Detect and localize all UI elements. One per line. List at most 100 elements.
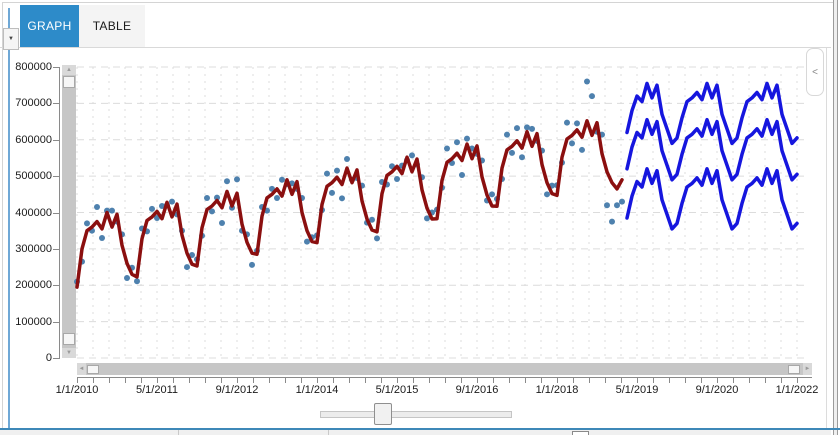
y-tick-label: 700000: [15, 97, 52, 110]
tab-graph-label: GRAPH: [27, 19, 72, 33]
data-point: [149, 205, 155, 212]
x-tick-label: 5/1/2019: [615, 384, 659, 396]
scroll-up-icon[interactable]: ▲: [62, 65, 76, 75]
data-point: [614, 202, 620, 209]
data-point: [274, 194, 280, 201]
y-tick-mark: [53, 139, 59, 141]
data-point: [304, 238, 310, 245]
plot-svg[interactable]: [74, 60, 807, 360]
scroll-right-icon[interactable]: ►: [803, 363, 812, 375]
y-tick-label: 300000: [15, 242, 52, 255]
y-scroll-thumb-bottom[interactable]: [63, 333, 75, 345]
y-tick-mark: [53, 248, 59, 250]
forecast-upper: [625, 81, 799, 146]
x-axis-line: [77, 377, 812, 378]
y-tick-mark: [53, 285, 59, 287]
top-border: [2, 2, 838, 3]
y-tick-mark: [53, 358, 59, 359]
data-point: [369, 216, 375, 223]
x-tick-label: 1/1/2018: [535, 384, 579, 396]
data-point: [444, 145, 450, 152]
y-tick-label: 500000: [15, 170, 52, 183]
data-point: [409, 152, 415, 159]
data-point: [524, 124, 530, 131]
checkbox-partial[interactable]: [572, 431, 589, 435]
left-accent-bar: [8, 8, 10, 429]
x-range-scrollbar[interactable]: ◄ ►: [77, 363, 812, 375]
data-point: [509, 149, 515, 156]
x-tick-label: 5/1/2015: [375, 384, 419, 396]
right-splitter-line-1[interactable]: [833, 0, 834, 435]
data-point: [204, 194, 210, 201]
forecast-lower: [625, 167, 799, 231]
data-point: [374, 235, 380, 242]
y-range-scrollbar[interactable]: ▲ ▼: [62, 65, 76, 358]
x-scroll-thumb-right[interactable]: [788, 365, 800, 374]
y-tick-mark: [53, 321, 59, 323]
data-point: [589, 93, 595, 100]
y-tick-mark: [53, 67, 59, 68]
y-scroll-thumb-top[interactable]: [63, 76, 75, 88]
data-point: [514, 125, 520, 132]
data-point: [459, 172, 465, 179]
data-point: [344, 156, 350, 163]
x-scroll-thumb-left[interactable]: [87, 365, 99, 374]
data-point: [249, 261, 255, 268]
data-point: [609, 218, 615, 225]
zoom-slider-track[interactable]: [320, 411, 512, 418]
x-tick-label: 9/1/2020: [695, 384, 739, 396]
dropdown-button[interactable]: ▼: [3, 28, 19, 50]
data-point: [519, 154, 525, 161]
data-point: [569, 140, 575, 147]
data-point: [454, 139, 460, 146]
y-tick-label: 200000: [15, 279, 52, 292]
y-tick-mark: [53, 212, 59, 214]
x-axis-ticks: [77, 378, 798, 383]
data-point: [529, 125, 535, 132]
collapse-panel-button[interactable]: <: [806, 48, 824, 96]
x-tick-label: 1/1/2014: [295, 384, 339, 396]
x-tick-label: 1/1/2010: [55, 384, 99, 396]
data-point: [279, 176, 285, 183]
data-point: [584, 78, 590, 85]
right-splitter-fill: [834, 0, 837, 435]
y-tick-mark: [53, 103, 59, 105]
data-point: [234, 176, 240, 183]
left-border: [2, 2, 3, 435]
data-point: [124, 274, 130, 281]
data-point: [134, 278, 140, 285]
data-point: [339, 195, 345, 202]
tab-graph[interactable]: GRAPH: [20, 5, 79, 47]
x-tick-label: 9/1/2016: [455, 384, 499, 396]
data-point: [604, 202, 610, 209]
data-point: [544, 191, 550, 198]
data-point: [424, 215, 430, 222]
x-tick-label: 5/1/2011: [135, 384, 178, 396]
fitted-line: [75, 119, 624, 289]
chart-panel-border: [826, 48, 827, 428]
y-tick-label: 400000: [15, 206, 52, 219]
chevron-down-icon: ▼: [8, 36, 14, 42]
y-tick-label: 800000: [15, 61, 52, 73]
data-point: [109, 207, 115, 214]
forecast-mid: [625, 117, 799, 182]
data-point: [99, 234, 105, 241]
chevron-left-icon: <: [812, 66, 818, 78]
scroll-down-icon[interactable]: ▼: [62, 348, 76, 358]
data-point: [159, 202, 165, 209]
data-point: [209, 208, 215, 215]
data-point: [394, 176, 400, 183]
data-point: [619, 198, 625, 205]
data-point: [564, 119, 570, 126]
scroll-left-icon[interactable]: ◄: [77, 363, 86, 375]
right-splitter-line-2[interactable]: [837, 0, 838, 435]
data-point: [574, 120, 580, 127]
zoom-slider-thumb[interactable]: [374, 403, 392, 425]
data-point: [464, 135, 470, 142]
data-point: [94, 204, 100, 211]
y-tick-label: 0: [45, 352, 52, 364]
tab-table[interactable]: TABLE: [79, 5, 145, 47]
tab-table-label: TABLE: [92, 19, 132, 33]
x-tick-label: 9/1/2012: [215, 384, 259, 396]
